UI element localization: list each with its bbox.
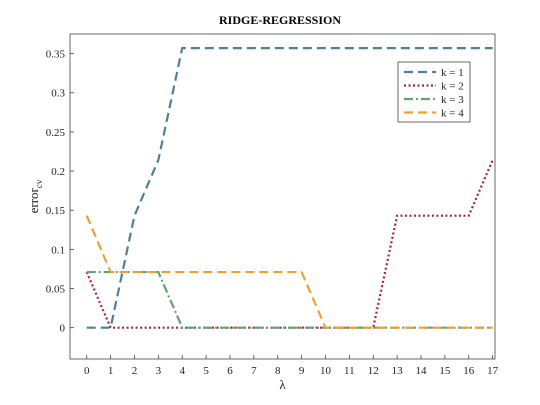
series-line-k1 — [86, 46, 493, 329]
y-tick-label: 0.2 — [51, 166, 65, 178]
x-tick-label: 1 — [108, 365, 114, 377]
y-tick-label: 0.25 — [46, 127, 66, 139]
legend-label: k = 2 — [441, 81, 464, 93]
x-tick-label: 14 — [415, 365, 427, 377]
x-tick-label: 11 — [344, 365, 355, 377]
series-line-k4 — [85, 215, 493, 329]
y-axis-label-subscript: cv — [34, 179, 44, 188]
x-tick-label: 15 — [439, 365, 451, 377]
x-tick-label: 2 — [132, 365, 138, 377]
x-tick-label: 12 — [368, 365, 379, 377]
x-tick-label: 7 — [251, 365, 257, 377]
y-tick-label: 0.05 — [46, 284, 66, 296]
x-tick-label: 10 — [320, 365, 332, 377]
legend-label: k = 3 — [441, 94, 464, 106]
legend-label: k = 4 — [441, 108, 464, 120]
y-tick-label: 0 — [60, 323, 66, 335]
y-tick-label: 0.35 — [46, 49, 66, 61]
x-tick-label: 6 — [227, 365, 233, 377]
x-tick-label: 17 — [487, 365, 499, 377]
y-tick-label: 0.1 — [51, 244, 65, 256]
x-tick-label: 16 — [463, 365, 475, 377]
x-axis-ticks: 0 1 2 3 4 5 6 7 8 9 10 11 12 13 14 15 16 17 — [84, 355, 499, 377]
y-axis-ticks: 0 0.05 0.1 0.15 0.2 0.25 0.3 0.35 — [46, 49, 74, 335]
x-tick-label: 9 — [299, 365, 305, 377]
x-tick-label: 13 — [392, 365, 404, 377]
x-tick-label: 8 — [275, 365, 281, 377]
legend-label: k = 1 — [441, 67, 464, 79]
x-tick-label: 0 — [84, 365, 90, 377]
x-tick-label: 5 — [203, 365, 209, 377]
chart-title: RIDGE-REGRESSION — [219, 13, 341, 27]
x-axis-label: λ — [279, 377, 286, 392]
y-axis-label: errorcv — [26, 179, 44, 213]
y-tick-label: 0.15 — [46, 205, 66, 217]
x-tick-label: 3 — [156, 365, 162, 377]
y-tick-label: 0.3 — [51, 88, 65, 100]
series-layer — [85, 46, 494, 329]
legend: k = 1 k = 2k = 3 k = 4 — [397, 61, 471, 123]
y-axis-label-main: error — [26, 187, 41, 213]
x-tick-label: 4 — [179, 365, 185, 377]
